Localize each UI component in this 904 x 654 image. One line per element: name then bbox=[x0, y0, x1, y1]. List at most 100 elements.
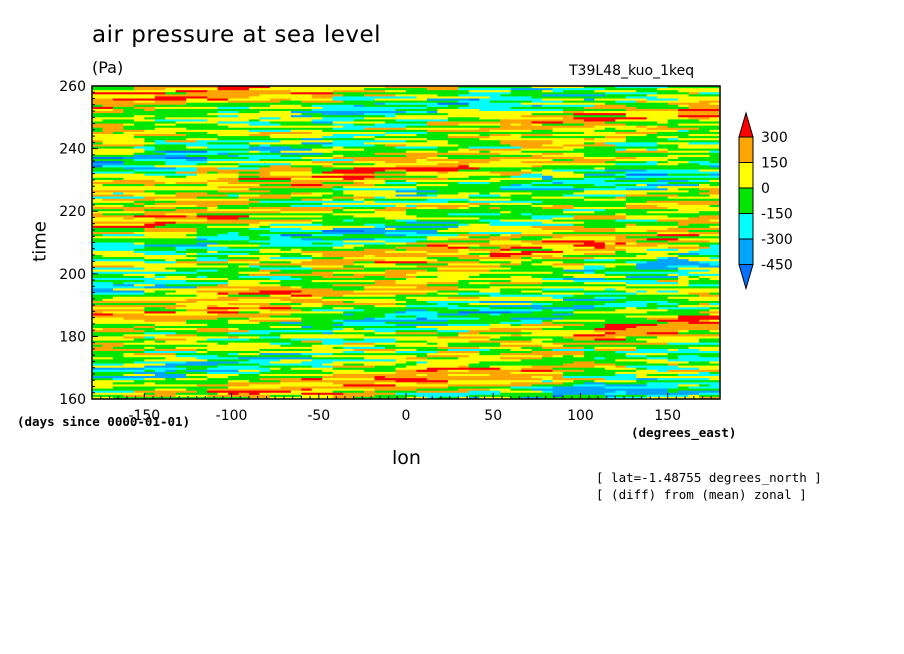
field-cell bbox=[426, 140, 449, 143]
field-cell bbox=[468, 202, 491, 206]
field-cell bbox=[688, 271, 711, 275]
field-cell bbox=[416, 240, 449, 243]
field-cell bbox=[468, 86, 512, 89]
field-cell bbox=[416, 271, 459, 275]
field-cell bbox=[175, 192, 208, 196]
field-cell bbox=[92, 275, 145, 279]
field-cell bbox=[458, 86, 470, 89]
field-cell bbox=[657, 255, 679, 258]
field-cell bbox=[154, 221, 177, 225]
field-cell bbox=[521, 127, 543, 131]
field-cell bbox=[678, 163, 700, 166]
field-cell bbox=[552, 319, 606, 323]
field-cell bbox=[416, 275, 438, 279]
field-cell bbox=[269, 303, 302, 306]
field-cell bbox=[144, 378, 166, 381]
field-cell bbox=[426, 111, 438, 114]
field-cell bbox=[594, 248, 627, 252]
field-cell bbox=[521, 167, 543, 170]
field-cell bbox=[92, 305, 135, 308]
field-cell bbox=[196, 252, 250, 256]
field-cell bbox=[175, 269, 198, 273]
field-cell bbox=[374, 111, 407, 114]
field-cell bbox=[521, 319, 543, 323]
field-cell bbox=[489, 156, 501, 160]
field-cell bbox=[416, 317, 428, 321]
field-cell bbox=[353, 263, 397, 266]
field-cell bbox=[217, 363, 261, 367]
field-cell bbox=[196, 263, 250, 266]
field-cell bbox=[144, 288, 198, 291]
field-cell bbox=[133, 136, 177, 139]
field-cell bbox=[269, 313, 292, 317]
field-cell bbox=[604, 384, 648, 387]
field-cell bbox=[144, 246, 177, 250]
field-cell bbox=[259, 323, 281, 327]
field-cell bbox=[290, 196, 334, 200]
field-cell bbox=[290, 146, 302, 150]
field-cell bbox=[154, 336, 208, 339]
field-cell bbox=[207, 307, 240, 310]
field-cell bbox=[102, 140, 135, 143]
field-cell bbox=[688, 386, 720, 390]
field-cell bbox=[563, 382, 585, 385]
field-cell bbox=[447, 213, 501, 216]
field-cell bbox=[678, 386, 690, 390]
field-cell bbox=[521, 359, 564, 362]
field-cell bbox=[604, 136, 627, 139]
field-cell bbox=[165, 340, 198, 344]
field-cell bbox=[133, 380, 177, 383]
field-cell bbox=[165, 108, 208, 112]
field-cell bbox=[437, 376, 480, 379]
field-cell bbox=[468, 275, 512, 279]
field-cell bbox=[259, 167, 271, 170]
field-cell bbox=[615, 309, 637, 312]
field-cell bbox=[521, 334, 575, 337]
field-cell bbox=[615, 315, 627, 319]
field-cell bbox=[542, 175, 554, 179]
field-cell bbox=[615, 288, 648, 291]
field-cell bbox=[112, 363, 124, 367]
field-cell bbox=[165, 307, 177, 310]
field-cell bbox=[322, 219, 344, 223]
field-cell bbox=[552, 248, 575, 252]
field-cell bbox=[374, 138, 386, 141]
field-cell bbox=[144, 209, 177, 212]
field-cell bbox=[374, 344, 397, 348]
field-cell bbox=[625, 165, 658, 168]
field-cell bbox=[280, 150, 334, 154]
field-cell bbox=[301, 321, 344, 325]
field-cell bbox=[552, 376, 564, 379]
field-cell bbox=[92, 294, 145, 298]
field-cell bbox=[353, 161, 386, 164]
field-cell bbox=[322, 334, 334, 337]
field-cell bbox=[604, 382, 648, 385]
field-cell bbox=[322, 225, 376, 229]
field-cell bbox=[426, 88, 459, 91]
field-cell bbox=[406, 330, 438, 333]
field-cell bbox=[688, 282, 720, 285]
field-cell bbox=[374, 292, 428, 296]
field-cell bbox=[542, 257, 595, 260]
field-cell bbox=[416, 196, 470, 200]
field-cell bbox=[353, 221, 397, 225]
field-cell bbox=[165, 275, 187, 279]
field-cell bbox=[395, 179, 407, 183]
field-cell bbox=[489, 328, 533, 331]
field-cell bbox=[186, 98, 208, 102]
field-cell bbox=[196, 202, 250, 206]
field-cell bbox=[175, 219, 208, 223]
colorbar-label: -300 bbox=[761, 232, 793, 248]
field-cell bbox=[709, 194, 720, 198]
field-cell bbox=[133, 102, 187, 106]
field-cell bbox=[280, 196, 292, 200]
field-cell bbox=[301, 248, 334, 252]
field-cell bbox=[364, 390, 376, 394]
field-cell bbox=[563, 146, 585, 150]
field-cell bbox=[92, 138, 145, 141]
field-cell bbox=[615, 213, 627, 216]
field-cell bbox=[332, 227, 355, 231]
field-cell bbox=[447, 384, 470, 387]
field-cell bbox=[395, 282, 428, 285]
